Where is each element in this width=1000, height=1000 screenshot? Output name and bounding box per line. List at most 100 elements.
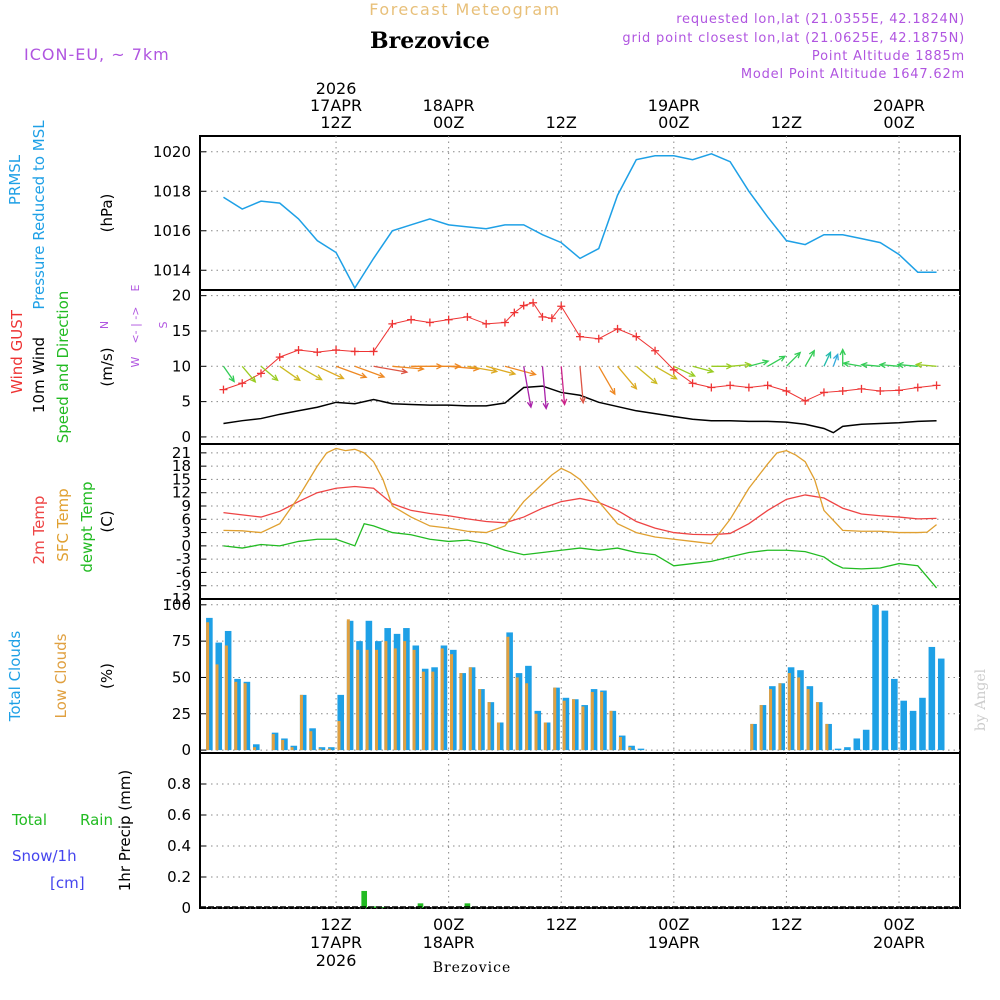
total-cloud-bar [403, 628, 410, 751]
low-cloud-bar [374, 649, 378, 751]
wind-direction-arrow [298, 365, 322, 381]
low-cloud-bar [271, 734, 275, 751]
wind-direction-arrow [748, 360, 769, 367]
low-cloud-bar [450, 654, 454, 751]
wind-arrow-head [630, 382, 638, 390]
temp-side-label: SFC Temp [54, 488, 72, 561]
gust-marker [529, 298, 538, 307]
total-cloud-bar [806, 686, 814, 751]
wind-arrow-head [832, 352, 839, 361]
total-cloud-bar [206, 617, 213, 751]
wind-direction-arrow [579, 366, 584, 403]
compass-label: W [129, 356, 142, 367]
wind-direction-arrow [673, 365, 695, 377]
gust-marker [425, 318, 434, 327]
gust-marker [707, 383, 716, 392]
panel-frame [199, 752, 961, 909]
total-cloud-bar [337, 694, 345, 751]
gust-marker [819, 388, 828, 397]
y-tick-label: 12 [172, 484, 191, 502]
total-cloud-bar [553, 687, 560, 751]
total-cloud-bar [815, 702, 823, 751]
y-tick-label: 0.8 [167, 775, 191, 793]
wind-side-label: 10m Wind [30, 337, 48, 413]
precip-side-label: Rain [80, 811, 113, 829]
wind-arrow-head [542, 402, 549, 411]
total-cloud-bar [928, 646, 936, 751]
total-cloud-bar [384, 628, 391, 751]
wind-arrow-head [914, 361, 923, 369]
wind-arrow-head [526, 401, 534, 409]
bottom-time-label: 17APR [310, 933, 362, 952]
gust-marker [369, 347, 378, 356]
low-cloud-bar [468, 667, 472, 751]
wind-arrow-head [337, 373, 345, 380]
total-cloud-bar [299, 694, 307, 751]
low-cloud-bar [243, 683, 247, 751]
total-cloud-bar [215, 642, 223, 751]
total-cloud-bar [609, 710, 617, 751]
low-cloud-bar [346, 619, 350, 751]
low-cloud-bar [299, 694, 303, 751]
gust-marker [500, 318, 509, 327]
wind-direction-arrow [222, 365, 235, 382]
low-cloud-bar [797, 677, 801, 751]
total-cloud-bar [769, 686, 776, 751]
gust-marker [482, 319, 491, 328]
gust-marker [838, 387, 847, 396]
wind-direction-arrow [897, 363, 918, 367]
total-cloud-bar [421, 668, 429, 751]
wind-direction-arrow [832, 354, 839, 367]
wind-arrow-head [579, 396, 586, 405]
low-cloud-bar [825, 723, 829, 751]
app-title: Forecast Meteogram [369, 0, 560, 19]
wind-arrow-head [878, 361, 886, 369]
total-cloud-bar [346, 620, 354, 751]
wind-direction-arrow [635, 365, 658, 384]
gust-marker [219, 385, 228, 394]
low-cloud-bar [515, 677, 519, 751]
bottom-time-label: 19APR [648, 933, 700, 952]
precip-side-label: [cm] [50, 874, 85, 892]
total-cloud-bar [318, 747, 326, 751]
wind-side-label: Wind GUST [8, 309, 26, 394]
precip-side-label: Total [11, 811, 47, 829]
total-cloud-bar [543, 722, 551, 751]
wind-arrow-head [490, 367, 499, 374]
y-tick-label: 50 [172, 668, 191, 686]
low-cloud-bar [590, 691, 594, 751]
low-cloud-bar [224, 645, 228, 751]
wind-arrow-head [794, 351, 802, 359]
total-cloud-bar [271, 732, 279, 751]
gust-marker [275, 353, 284, 362]
bottom-time-label: 18APR [423, 933, 475, 952]
low-cloud-bar [328, 748, 332, 751]
wind-arrow-head [609, 388, 616, 396]
low-cloud-bar [600, 691, 604, 751]
total-cloud-bar [440, 645, 448, 751]
y-tick-label: 1014 [153, 261, 191, 279]
wind-arrow-head [400, 368, 409, 375]
total-cloud-bar [450, 649, 457, 751]
total-cloud-bar [572, 699, 579, 751]
wind-direction-arrow [785, 352, 801, 367]
y-tick-label: 0.2 [167, 868, 191, 886]
gust-marker [594, 334, 603, 343]
total-cloud-bar [787, 667, 795, 751]
low-cloud-bar [459, 673, 463, 751]
footer-location: Brezovice [433, 960, 512, 976]
wind-arrow-head [417, 365, 425, 372]
y-tick-label: 0 [181, 428, 191, 446]
low-cloud-bar [309, 731, 313, 751]
low-cloud-bar [440, 648, 444, 751]
gust-marker [256, 369, 265, 378]
total-cloud-bar [825, 723, 832, 751]
wind-panel: 0 5 10 15 20 (m/s) Wind GUST 10m Wind Speed and … [8, 284, 961, 446]
wind-direction-arrow [804, 350, 815, 367]
temp-2m-line [223, 485, 937, 536]
gust-marker [407, 315, 416, 324]
total-cloud-bar [881, 610, 889, 751]
low-cloud-bar [290, 747, 294, 751]
